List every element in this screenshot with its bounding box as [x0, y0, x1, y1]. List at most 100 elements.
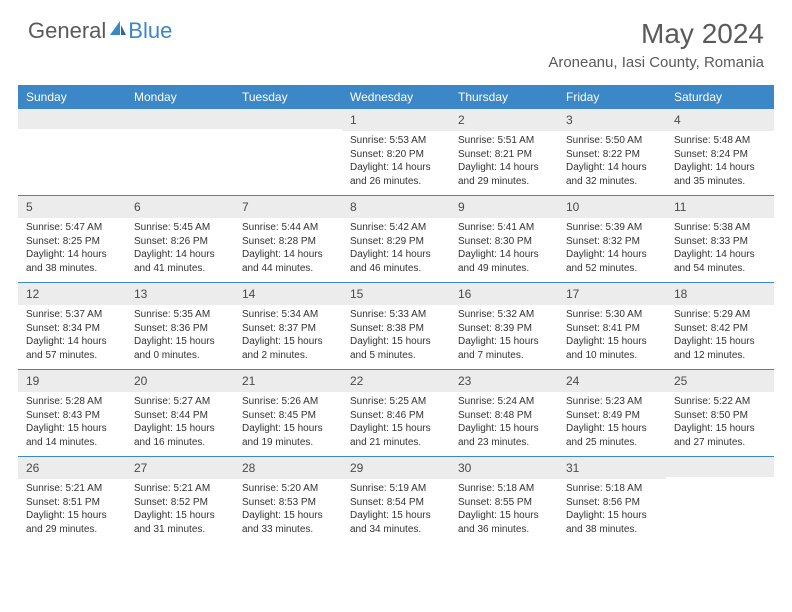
calendar-cell: 18Sunrise: 5:29 AMSunset: 8:42 PMDayligh… [666, 283, 774, 369]
daylight1-text: Daylight: 15 hours [26, 422, 118, 436]
calendar-cell: 13Sunrise: 5:35 AMSunset: 8:36 PMDayligh… [126, 283, 234, 369]
daylight2-text: and 29 minutes. [26, 523, 118, 537]
daylight2-text: and 21 minutes. [350, 436, 442, 450]
sunset-text: Sunset: 8:20 PM [350, 148, 442, 162]
daylight1-text: Daylight: 15 hours [242, 335, 334, 349]
week-row: 19Sunrise: 5:28 AMSunset: 8:43 PMDayligh… [18, 369, 774, 456]
calendar: Sunday Monday Tuesday Wednesday Thursday… [18, 85, 774, 543]
daylight2-text: and 16 minutes. [134, 436, 226, 450]
dayname-sun: Sunday [18, 85, 126, 109]
daylight2-text: and 25 minutes. [566, 436, 658, 450]
daylight2-text: and 14 minutes. [26, 436, 118, 450]
cell-body: Sunrise: 5:35 AMSunset: 8:36 PMDaylight:… [126, 305, 234, 366]
daylight1-text: Daylight: 15 hours [134, 509, 226, 523]
daylight1-text: Daylight: 14 hours [458, 248, 550, 262]
day-number: 5 [18, 196, 126, 218]
daylight2-text: and 38 minutes. [566, 523, 658, 537]
calendar-cell: 8Sunrise: 5:42 AMSunset: 8:29 PMDaylight… [342, 196, 450, 282]
day-number: 23 [450, 370, 558, 392]
day-number: 13 [126, 283, 234, 305]
calendar-cell: 29Sunrise: 5:19 AMSunset: 8:54 PMDayligh… [342, 457, 450, 543]
cell-body: Sunrise: 5:53 AMSunset: 8:20 PMDaylight:… [342, 131, 450, 192]
calendar-cell: 1Sunrise: 5:53 AMSunset: 8:20 PMDaylight… [342, 109, 450, 195]
calendar-cell: 24Sunrise: 5:23 AMSunset: 8:49 PMDayligh… [558, 370, 666, 456]
sunset-text: Sunset: 8:53 PM [242, 496, 334, 510]
sunset-text: Sunset: 8:52 PM [134, 496, 226, 510]
day-number: 4 [666, 109, 774, 131]
sunrise-text: Sunrise: 5:18 AM [566, 482, 658, 496]
daylight2-text: and 26 minutes. [350, 175, 442, 189]
logo-sail-icon [108, 19, 128, 44]
day-number: 26 [18, 457, 126, 479]
daylight2-text: and 34 minutes. [350, 523, 442, 537]
sunset-text: Sunset: 8:29 PM [350, 235, 442, 249]
calendar-cell: 25Sunrise: 5:22 AMSunset: 8:50 PMDayligh… [666, 370, 774, 456]
calendar-cell [234, 109, 342, 195]
daylight1-text: Daylight: 15 hours [350, 509, 442, 523]
calendar-cell: 22Sunrise: 5:25 AMSunset: 8:46 PMDayligh… [342, 370, 450, 456]
sunset-text: Sunset: 8:44 PM [134, 409, 226, 423]
sunset-text: Sunset: 8:24 PM [674, 148, 766, 162]
daylight1-text: Daylight: 15 hours [350, 335, 442, 349]
cell-body: Sunrise: 5:27 AMSunset: 8:44 PMDaylight:… [126, 392, 234, 453]
sunrise-text: Sunrise: 5:33 AM [350, 308, 442, 322]
day-number: 15 [342, 283, 450, 305]
calendar-cell: 14Sunrise: 5:34 AMSunset: 8:37 PMDayligh… [234, 283, 342, 369]
cell-body: Sunrise: 5:28 AMSunset: 8:43 PMDaylight:… [18, 392, 126, 453]
header: General Blue May 2024 Aroneanu, Iasi Cou… [0, 0, 792, 79]
month-title: May 2024 [548, 18, 764, 50]
week-row: 12Sunrise: 5:37 AMSunset: 8:34 PMDayligh… [18, 282, 774, 369]
sunset-text: Sunset: 8:32 PM [566, 235, 658, 249]
daylight2-text: and 29 minutes. [458, 175, 550, 189]
daylight2-text: and 35 minutes. [674, 175, 766, 189]
dayname-wed: Wednesday [342, 85, 450, 109]
day-number: 1 [342, 109, 450, 131]
week-row: 26 Sunrise: 5:21 AM Sunset: 8:51 PM Dayligh… [18, 456, 774, 543]
daylight1-text: Daylight: 14 hours [350, 161, 442, 175]
week-row: 5Sunrise: 5:47 AMSunset: 8:25 PMDaylight… [18, 195, 774, 282]
calendar-cell: 27Sunrise: 5:21 AMSunset: 8:52 PMDayligh… [126, 457, 234, 543]
cell-body: Sunrise: 5:21 AMSunset: 8:52 PMDaylight:… [126, 479, 234, 540]
dayname-mon: Monday [126, 85, 234, 109]
cell-body: Sunrise: 5:22 AMSunset: 8:50 PMDaylight:… [666, 392, 774, 453]
cell-body: Sunrise: 5:42 AMSunset: 8:29 PMDaylight:… [342, 218, 450, 279]
daylight1-text: Daylight: 15 hours [134, 335, 226, 349]
cell-body: Sunrise: 5:34 AMSunset: 8:37 PMDaylight:… [234, 305, 342, 366]
title-block: May 2024 Aroneanu, Iasi County, Romania [548, 18, 764, 71]
cell-body: Sunrise: 5:32 AMSunset: 8:39 PMDaylight:… [450, 305, 558, 366]
sunset-text: Sunset: 8:45 PM [242, 409, 334, 423]
daylight1-text: Daylight: 15 hours [566, 509, 658, 523]
day-number [666, 457, 774, 477]
sunrise-text: Sunrise: 5:21 AM [134, 482, 226, 496]
daylight1-text: Daylight: 14 hours [26, 335, 118, 349]
calendar-cell: 26Sunrise: 5:21 AMSunset: 8:51 PMDayligh… [18, 457, 126, 543]
cell-body: Sunrise: 5:30 AMSunset: 8:41 PMDaylight:… [558, 305, 666, 366]
day-number: 6 [126, 196, 234, 218]
daylight1-text: Daylight: 15 hours [674, 335, 766, 349]
sunset-text: Sunset: 8:30 PM [458, 235, 550, 249]
sunrise-text: Sunrise: 5:28 AM [26, 395, 118, 409]
sunrise-text: Sunrise: 5:30 AM [566, 308, 658, 322]
sunset-text: Sunset: 8:41 PM [566, 322, 658, 336]
daylight2-text: and 32 minutes. [566, 175, 658, 189]
calendar-cell [18, 109, 126, 195]
daylight1-text: Daylight: 15 hours [566, 422, 658, 436]
sunrise-text: Sunrise: 5:53 AM [350, 134, 442, 148]
day-number [126, 109, 234, 129]
day-number: 30 [450, 457, 558, 479]
daylight1-text: Daylight: 15 hours [674, 422, 766, 436]
cell-body: Sunrise: 5:44 AMSunset: 8:28 PMDaylight:… [234, 218, 342, 279]
logo-text-general: General [28, 18, 106, 44]
day-number: 8 [342, 196, 450, 218]
calendar-cell: 15Sunrise: 5:33 AMSunset: 8:38 PMDayligh… [342, 283, 450, 369]
sunset-text: Sunset: 8:33 PM [674, 235, 766, 249]
logo: General Blue [28, 18, 172, 44]
sunset-text: Sunset: 8:43 PM [26, 409, 118, 423]
sunrise-text: Sunrise: 5:25 AM [350, 395, 442, 409]
dayname-sat: Saturday [666, 85, 774, 109]
calendar-cell: 4Sunrise: 5:48 AMSunset: 8:24 PMDaylight… [666, 109, 774, 195]
daylight1-text: Daylight: 14 hours [566, 161, 658, 175]
sunset-text: Sunset: 8:25 PM [26, 235, 118, 249]
sunrise-text: Sunrise: 5:42 AM [350, 221, 442, 235]
sunset-text: Sunset: 8:51 PM [26, 496, 118, 510]
